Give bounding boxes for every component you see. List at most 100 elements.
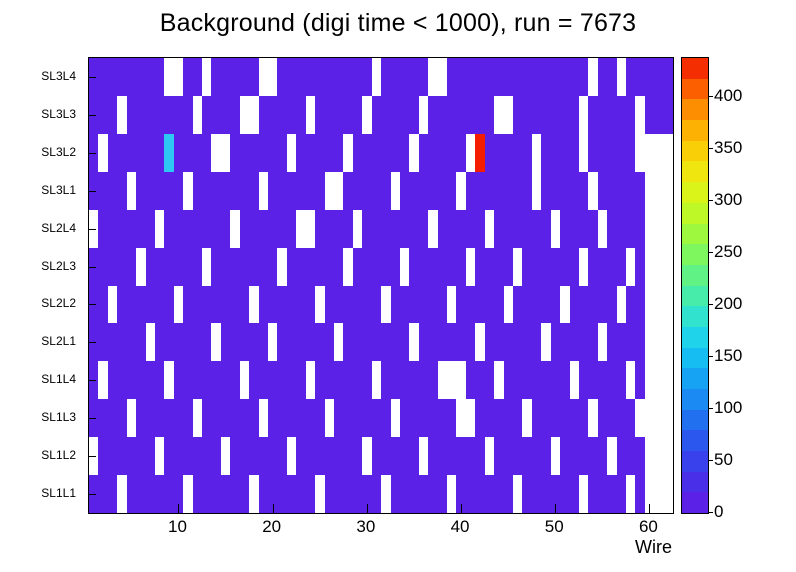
heatmap-row [89, 133, 674, 172]
heatmap-cell [230, 437, 240, 476]
heatmap-cell [202, 247, 212, 286]
heatmap-cell [268, 323, 278, 362]
heatmap-cell [286, 323, 297, 362]
heatmap-cell [136, 475, 146, 514]
heatmap-cell [136, 399, 146, 438]
heatmap-cell [578, 171, 589, 210]
z-tick-label: 350 [714, 137, 743, 157]
heatmap-cell [428, 399, 438, 438]
heatmap-cell [399, 209, 410, 248]
heatmap-row [89, 247, 674, 286]
heatmap-cell [183, 95, 193, 134]
heatmap-cell [202, 285, 212, 324]
heatmap-cell [268, 171, 278, 210]
heatmap-cell [663, 399, 674, 438]
heatmap-cell [409, 475, 419, 514]
heatmap-cell [626, 58, 636, 96]
heatmap-cell [522, 475, 532, 514]
heatmap-cell [362, 361, 372, 400]
heatmap-cell [98, 323, 108, 362]
z-tick-label: 150 [714, 345, 743, 365]
heatmap-cell [126, 209, 137, 248]
heatmap-cell [220, 361, 231, 400]
heatmap-cell [531, 399, 542, 438]
heatmap-cell [569, 399, 579, 438]
heatmap-cell [381, 361, 391, 400]
heatmap-cell [220, 475, 231, 514]
heatmap-cell [126, 58, 137, 96]
heatmap-cell [145, 171, 155, 210]
heatmap-cell [211, 209, 221, 248]
heatmap-cell [352, 323, 363, 362]
heatmap-cell [173, 209, 184, 248]
heatmap-cell [202, 399, 212, 438]
heatmap-row [89, 475, 674, 514]
heatmap-cell [305, 399, 316, 438]
heatmap-cell [626, 437, 636, 476]
heatmap-cell [277, 58, 287, 96]
heatmap-cell [607, 209, 617, 248]
heatmap-cell [437, 95, 448, 134]
heatmap-cell [616, 285, 627, 324]
heatmap-cell [494, 133, 504, 172]
heatmap-cell [333, 475, 344, 514]
heatmap-cell [202, 437, 212, 476]
heatmap-cell [512, 58, 523, 96]
heatmap-cell [522, 247, 532, 286]
heatmap-cell [333, 323, 344, 362]
heatmap-cell [635, 133, 645, 172]
heatmap-cell [333, 209, 344, 248]
heatmap-cell [126, 95, 137, 134]
heatmap-cell [268, 58, 278, 96]
heatmap-cell [588, 361, 598, 400]
heatmap-cell [183, 399, 193, 438]
heatmap-cell [578, 285, 589, 324]
heatmap-cell [211, 95, 221, 134]
heatmap-cell [230, 58, 240, 96]
heatmap-cell [117, 171, 127, 210]
heatmap-cell [588, 133, 598, 172]
heatmap-cell [541, 133, 551, 172]
z-tick-mark [708, 199, 713, 201]
heatmap-cell [324, 58, 334, 96]
heatmap-cell [409, 247, 419, 286]
x-tick-mark [555, 504, 557, 513]
heatmap-cell [531, 285, 542, 324]
heatmap-cell [333, 133, 344, 172]
heatmap-cell [428, 475, 438, 514]
color-scale-band [682, 99, 708, 121]
heatmap-cell [569, 95, 579, 134]
heatmap-cell [512, 323, 523, 362]
heatmap-cell [626, 475, 636, 514]
heatmap-cell [503, 247, 513, 286]
heatmap-cell [371, 323, 382, 362]
heatmap-cell [343, 95, 353, 134]
heatmap-cell [249, 475, 259, 514]
heatmap-cell [626, 209, 636, 248]
heatmap-cell [484, 437, 495, 476]
heatmap-cell [286, 475, 297, 514]
heatmap-cell [333, 285, 344, 324]
heatmap-cell [390, 247, 400, 286]
heatmap-cell [315, 171, 325, 210]
heatmap-cell [597, 133, 608, 172]
heatmap-cell [258, 323, 269, 362]
heatmap-cell [220, 323, 231, 362]
heatmap-cell [409, 209, 419, 248]
heatmap-cell [635, 361, 645, 400]
heatmap-cell [211, 171, 221, 210]
heatmap-cell [277, 361, 287, 400]
heatmap-cell [343, 437, 353, 476]
heatmap-cell [541, 361, 551, 400]
heatmap-cell [635, 95, 645, 134]
heatmap-cell [324, 95, 334, 134]
heatmap-cell [98, 285, 108, 324]
heatmap-cell [258, 171, 269, 210]
heatmap-cell [550, 399, 561, 438]
heatmap-cell [597, 437, 608, 476]
heatmap-cell [315, 133, 325, 172]
heatmap-cell [202, 171, 212, 210]
heatmap-cell [465, 95, 476, 134]
heatmap-cell [560, 209, 570, 248]
heatmap-cell [456, 285, 466, 324]
